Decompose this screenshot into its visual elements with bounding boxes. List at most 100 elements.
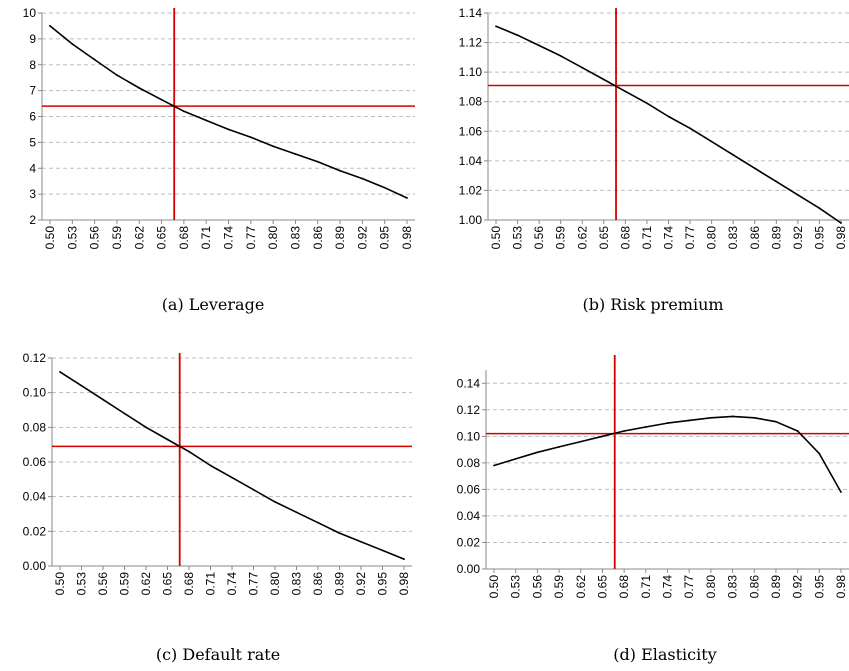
x-tick-label: 0.56 xyxy=(96,572,110,596)
data-point xyxy=(709,416,712,419)
data-point xyxy=(493,464,495,467)
x-tick-label: 0.68 xyxy=(617,575,631,599)
y-tick-label: 1.06 xyxy=(459,124,483,138)
data-point xyxy=(646,102,648,105)
x-tick-label: 0.59 xyxy=(554,226,568,250)
x-tick-label: 0.68 xyxy=(618,226,632,250)
x-tick-label: 0.98 xyxy=(834,575,848,599)
data-point xyxy=(624,90,627,93)
x-tick-label: 0.50 xyxy=(487,575,501,599)
data-point xyxy=(138,87,141,89)
data-point xyxy=(732,154,735,156)
data-point xyxy=(538,44,541,47)
x-tick-label: 0.92 xyxy=(355,226,369,250)
risk-premium-series-line xyxy=(495,25,842,224)
x-tick-label: 0.56 xyxy=(532,226,546,250)
x-tick-label: 0.59 xyxy=(118,572,132,596)
y-tick-label: 9 xyxy=(29,32,36,46)
y-tick-label: 0.00 xyxy=(457,562,481,576)
x-tick-label: 0.86 xyxy=(311,572,325,596)
data-point xyxy=(536,451,539,454)
leverage-series-line xyxy=(49,25,408,199)
x-tick-label: 0.50 xyxy=(43,226,57,250)
data-point xyxy=(166,438,169,441)
data-point xyxy=(123,412,126,415)
data-point xyxy=(558,446,560,448)
x-tick-label: 0.65 xyxy=(161,572,175,596)
x-tick-label: 0.83 xyxy=(290,572,304,596)
data-point xyxy=(160,98,163,101)
x-tick-label: 0.62 xyxy=(575,226,589,250)
x-tick-label: 0.86 xyxy=(747,575,761,599)
data-point xyxy=(252,488,255,491)
x-tick-label: 0.62 xyxy=(132,226,146,250)
x-tick-label: 0.53 xyxy=(75,572,89,596)
y-tick-label: 1.14 xyxy=(459,6,483,20)
x-tick-label: 0.77 xyxy=(244,226,258,250)
data-point xyxy=(579,440,582,443)
x-tick-label: 0.89 xyxy=(769,226,783,250)
y-tick-label: 0.00 xyxy=(23,559,47,573)
x-tick-label: 0.89 xyxy=(333,572,347,596)
x-tick-label: 0.65 xyxy=(595,575,609,599)
x-tick-label: 0.71 xyxy=(640,226,654,250)
x-tick-label: 0.77 xyxy=(683,226,697,250)
x-tick-label: 0.74 xyxy=(225,572,239,596)
data-point xyxy=(361,177,364,180)
data-point xyxy=(514,457,517,460)
y-tick-label: 0.08 xyxy=(457,456,481,470)
leverage-panel: 2 3 4 5 6 7 8 9 10 0.50 0.53 0.56 0.59 0.62 0.65 0.68 0.… xyxy=(23,6,415,314)
x-tick-label: 0.83 xyxy=(726,575,740,599)
data-point xyxy=(666,422,669,424)
x-tick-label: 0.68 xyxy=(182,572,196,596)
y-tick-label: 1.00 xyxy=(459,213,483,227)
y-tick-label: 6 xyxy=(29,110,36,124)
y-tick-label: 0.04 xyxy=(457,509,481,523)
x-tick-label: 0.65 xyxy=(597,226,611,250)
x-tick-label: 0.80 xyxy=(268,572,282,596)
risk-premium-caption: (b) Risk premium xyxy=(582,295,723,314)
data-point xyxy=(753,416,756,419)
x-tick-label: 0.71 xyxy=(204,572,218,596)
x-tick-label: 0.65 xyxy=(155,226,169,250)
x-tick-label: 0.68 xyxy=(177,226,191,250)
x-tick-label: 0.56 xyxy=(88,226,102,250)
x-tick-label: 0.86 xyxy=(748,226,762,250)
x-tick-label: 0.92 xyxy=(791,226,805,250)
data-point xyxy=(182,110,185,113)
data-point xyxy=(93,58,96,61)
data-point xyxy=(316,160,319,163)
elasticity-panel: 0.00 0.02 0.04 0.06 0.08 0.10 0.12 0.14 0.50 0.53… xyxy=(457,355,849,664)
x-tick-label: 0.92 xyxy=(791,575,805,599)
data-point xyxy=(623,430,626,432)
y-tick-label: 7 xyxy=(29,84,36,98)
y-tick-label: 8 xyxy=(29,58,36,72)
data-point xyxy=(689,127,691,130)
data-point xyxy=(731,415,734,418)
y-tick-label: 0.10 xyxy=(23,386,47,400)
x-tick-label: 0.74 xyxy=(222,226,236,250)
y-tick-label: 10 xyxy=(23,6,37,20)
x-tick-label: 0.89 xyxy=(333,226,347,250)
x-tick-label: 0.50 xyxy=(489,226,503,250)
x-tick-label: 0.80 xyxy=(704,575,718,599)
data-point xyxy=(339,169,341,172)
leverage-caption: (a) Leverage xyxy=(162,295,265,314)
data-point xyxy=(381,549,384,552)
data-point xyxy=(796,193,799,196)
x-tick-label: 0.62 xyxy=(139,572,153,596)
data-point xyxy=(116,74,118,76)
y-tick-label: 0.02 xyxy=(457,535,481,549)
x-tick-label: 0.86 xyxy=(311,226,325,250)
y-tick-label: 1.04 xyxy=(459,154,483,168)
y-tick-label: 0.06 xyxy=(457,482,481,496)
y-tick-label: 1.12 xyxy=(459,36,483,50)
y-tick-label: 0.02 xyxy=(23,524,47,538)
x-tick-label: 0.80 xyxy=(705,226,719,250)
data-point xyxy=(581,66,584,69)
data-point xyxy=(231,476,233,479)
x-tick-label: 0.89 xyxy=(769,575,783,599)
data-point xyxy=(317,521,319,524)
data-point xyxy=(796,430,799,432)
